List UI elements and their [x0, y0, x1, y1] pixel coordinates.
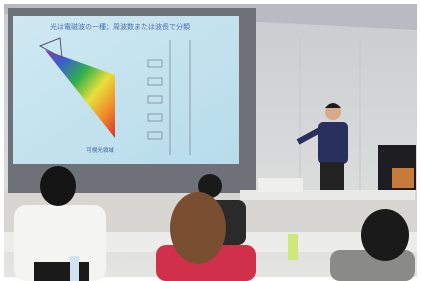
- slide: [13, 16, 239, 164]
- slide-label: 可視光領域: [86, 146, 114, 154]
- photo: 光は電磁波の一種；周波数または波長で分類 可視光領域: [0, 0, 421, 281]
- projector: [258, 178, 303, 192]
- slide-title: 光は電磁波の一種；周波数または波長で分類: [50, 22, 190, 31]
- monitor-image: [392, 168, 414, 188]
- scene: 光は電磁波の一種；周波数または波長で分類 可視光領域: [4, 4, 417, 281]
